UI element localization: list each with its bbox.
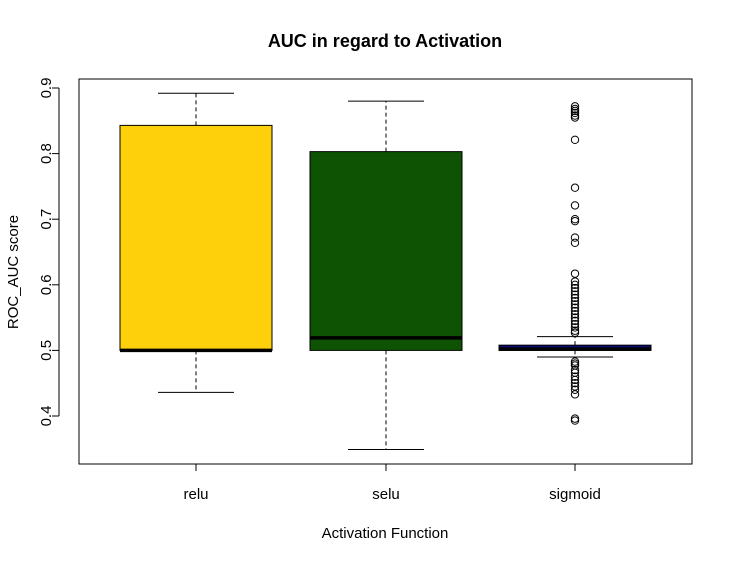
outlier-point xyxy=(570,183,580,192)
box-selu xyxy=(309,100,463,450)
outlier-point xyxy=(570,319,580,329)
outlier-point xyxy=(570,300,580,309)
outlier-point xyxy=(570,135,580,145)
y-axis: 0.4 0.5 0.6 0.7 0.8 0.9 xyxy=(38,78,60,427)
box-iqr xyxy=(309,151,463,351)
outlier-point xyxy=(570,372,580,381)
y-tick-label: 0.4 xyxy=(38,406,55,427)
outlier-point xyxy=(570,108,580,118)
box-relu xyxy=(119,92,273,393)
y-axis-label: ROC_AUC score xyxy=(5,215,22,329)
chart-title: AUC in regard to Activation xyxy=(268,31,502,51)
outlier-point xyxy=(570,375,580,385)
y-tick-label: 0.9 xyxy=(38,78,55,99)
outlier-point xyxy=(570,316,580,326)
box-iqr xyxy=(119,124,273,351)
outlier-point xyxy=(570,323,580,332)
x-tick-label: relu xyxy=(183,486,208,503)
outlier-point xyxy=(570,303,580,312)
outlier-point xyxy=(570,297,580,306)
outlier-point xyxy=(570,390,580,399)
box-sigmoid xyxy=(498,102,652,425)
outlier-point xyxy=(570,379,580,388)
y-tick-label: 0.7 xyxy=(38,209,55,230)
outlier-point xyxy=(570,328,580,337)
outlier-point xyxy=(570,290,580,299)
x-axis: relu selu sigmoid xyxy=(183,463,601,503)
outlier-point xyxy=(570,280,580,289)
outlier-point xyxy=(570,287,580,296)
y-tick-label: 0.8 xyxy=(38,143,55,164)
outlier-point xyxy=(570,310,580,319)
x-tick-label: selu xyxy=(372,486,400,503)
outlier-point xyxy=(570,306,580,316)
outlier-point xyxy=(570,269,580,278)
outlier-point xyxy=(570,233,580,242)
outlier-point xyxy=(570,102,580,111)
y-tick-label: 0.6 xyxy=(38,274,55,295)
x-axis-label: Activation Function xyxy=(322,525,449,542)
outlier-point xyxy=(570,113,580,122)
outlier-point xyxy=(570,365,580,375)
outlier-point xyxy=(570,385,580,394)
y-tick-label: 0.5 xyxy=(38,340,55,361)
outlier-point xyxy=(570,293,580,303)
outlier-point xyxy=(570,201,580,210)
outlier-point xyxy=(570,216,580,226)
outlier-point xyxy=(570,277,580,286)
boxes-group xyxy=(119,92,652,450)
outlier-point xyxy=(570,313,580,322)
outlier-point xyxy=(570,416,580,425)
outlier-point xyxy=(570,238,580,248)
outlier-point xyxy=(570,283,580,293)
x-tick-label: sigmoid xyxy=(549,486,601,503)
